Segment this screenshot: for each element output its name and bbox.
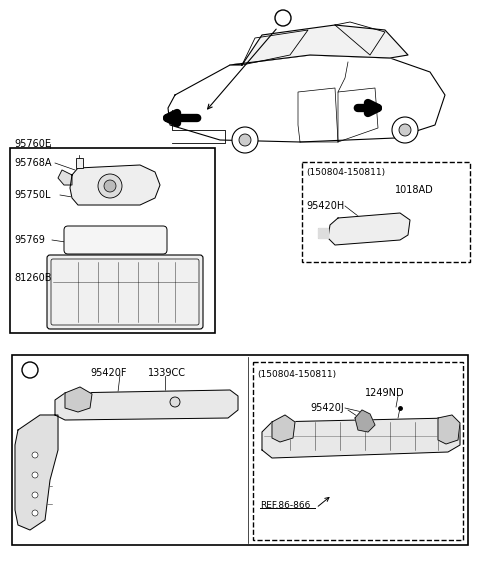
Circle shape — [32, 452, 38, 458]
Text: a: a — [27, 365, 33, 375]
Bar — [76, 158, 83, 168]
Circle shape — [32, 472, 38, 478]
FancyBboxPatch shape — [64, 226, 167, 254]
Text: 1018AD: 1018AD — [395, 185, 434, 195]
Circle shape — [275, 10, 291, 26]
Polygon shape — [70, 165, 160, 205]
Circle shape — [98, 174, 122, 198]
Text: 95769: 95769 — [14, 235, 45, 245]
Polygon shape — [230, 25, 408, 65]
Circle shape — [239, 134, 251, 146]
Text: (150804-150811): (150804-150811) — [257, 369, 336, 378]
Polygon shape — [318, 228, 328, 238]
Text: 95420H: 95420H — [306, 201, 344, 211]
Circle shape — [32, 492, 38, 498]
Polygon shape — [15, 415, 58, 530]
Text: 95760E: 95760E — [14, 139, 51, 149]
Text: 95420F: 95420F — [90, 368, 127, 378]
Polygon shape — [55, 390, 238, 420]
Text: 81260B: 81260B — [14, 273, 51, 283]
Circle shape — [22, 362, 38, 378]
Polygon shape — [168, 55, 445, 142]
Text: 1249ND: 1249ND — [365, 388, 405, 398]
Circle shape — [399, 124, 411, 136]
Text: 95750L: 95750L — [14, 190, 50, 200]
Polygon shape — [65, 387, 92, 412]
Bar — [10, 148, 215, 333]
Text: 95768A: 95768A — [14, 158, 51, 168]
Circle shape — [392, 117, 418, 143]
Polygon shape — [262, 418, 460, 458]
Circle shape — [32, 510, 38, 516]
Text: 1339CC: 1339CC — [148, 368, 186, 378]
Bar — [253, 362, 463, 540]
Polygon shape — [355, 410, 375, 432]
Polygon shape — [438, 415, 460, 444]
Bar — [302, 162, 470, 262]
Circle shape — [232, 127, 258, 153]
Circle shape — [170, 397, 180, 407]
Text: (150804-150811): (150804-150811) — [306, 167, 385, 176]
Polygon shape — [58, 170, 72, 185]
Text: REF.86-866: REF.86-866 — [260, 501, 311, 510]
Text: 95420J: 95420J — [310, 403, 344, 413]
Bar — [12, 355, 468, 545]
FancyBboxPatch shape — [47, 255, 203, 329]
Text: a: a — [280, 13, 286, 23]
Polygon shape — [328, 213, 410, 245]
Circle shape — [104, 180, 116, 192]
Polygon shape — [272, 415, 295, 442]
